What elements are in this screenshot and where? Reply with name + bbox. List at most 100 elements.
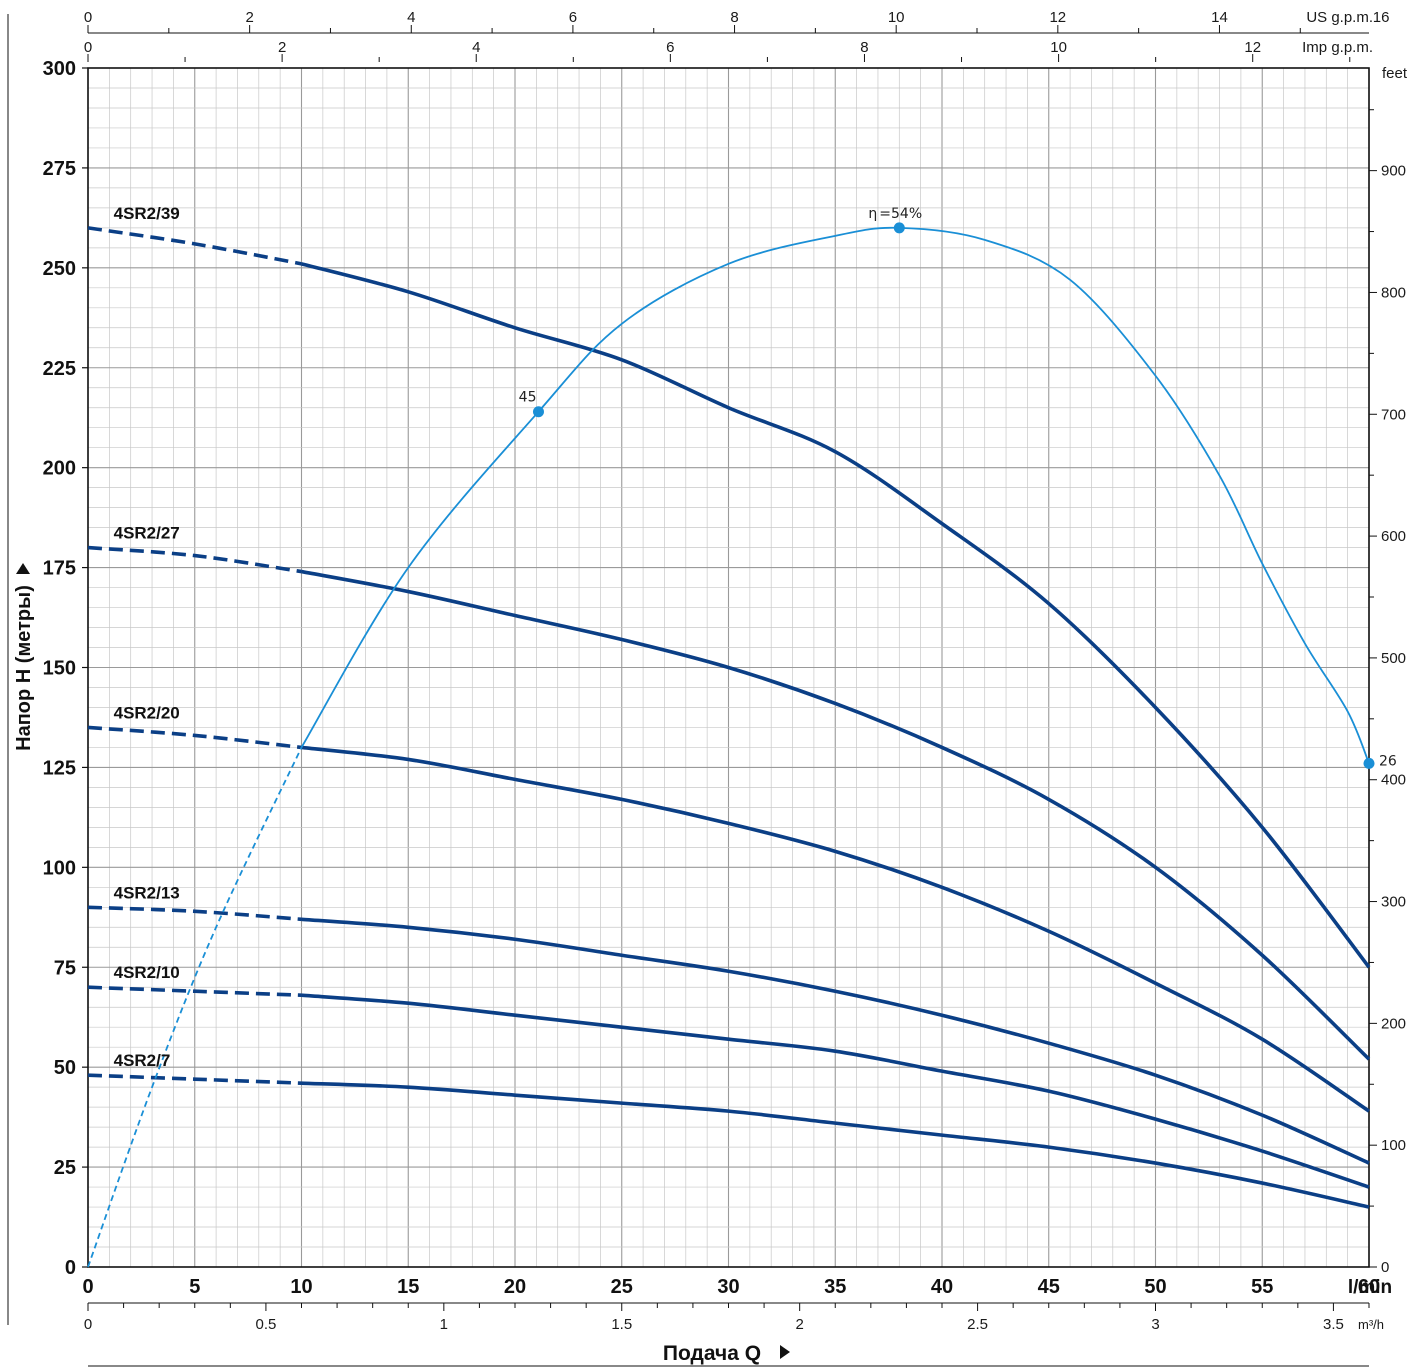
m3h-tick-label: 2: [795, 1316, 803, 1333]
x-tick-label: 20: [504, 1276, 526, 1298]
efficiency-eta-symbol: η: [868, 206, 877, 222]
efficiency-point-label: =54%: [879, 206, 922, 222]
feet-tick-label: 300: [1381, 894, 1406, 911]
y-tick-label: 100: [43, 857, 76, 879]
efficiency-point: [893, 222, 905, 234]
series-line: [301, 262, 1371, 969]
y-tick-label: 300: [43, 58, 76, 80]
feet-tick-label: 100: [1381, 1137, 1406, 1154]
m3h-tick-label: 2.5: [967, 1316, 988, 1333]
series-line: [301, 569, 1371, 1061]
feet-tick-label: 900: [1381, 163, 1406, 180]
us-gpm-unit-label: US g.p.m.: [1306, 9, 1373, 26]
m3h-tick-label: 3.5: [1323, 1316, 1344, 1333]
efficiency-curve-group: 45 η =54% 26: [87, 206, 1397, 1268]
imp-gpm-tick-label: 12: [1244, 39, 1261, 56]
m3h-unit-label: m³/h: [1358, 1317, 1384, 1332]
series-4sr2-13: [87, 905, 1370, 1165]
m3h-tick-label: 0.5: [255, 1316, 276, 1333]
us-gpm-tick-label: 4: [407, 9, 415, 26]
x-tick-label: 55: [1251, 1276, 1273, 1298]
efficiency-curve-dashed: [87, 747, 303, 1268]
feet-tick-label: 700: [1381, 406, 1406, 423]
imp-gpm-tick-label: 4: [472, 39, 480, 56]
series-line-dashed: [87, 725, 302, 750]
us-gpm-tick-label: 16: [1373, 9, 1390, 26]
series-line-dashed: [87, 905, 302, 922]
us-gpm-tick-label: 10: [888, 9, 905, 26]
imp-gpm-tick-label: 6: [666, 39, 674, 56]
series-4sr2-27: [87, 545, 1371, 1061]
us-gpm-tick-label: 12: [1049, 9, 1066, 26]
x-tick-label: 25: [611, 1276, 633, 1298]
labels: 4SR2/39 4SR2/27 4SR2/20 4SR2/13 4SR2/10 4SR2/…: [114, 204, 180, 1070]
x-tick-label: 35: [824, 1276, 846, 1298]
series-line: [301, 993, 1370, 1189]
efficiency-point-label: 26: [1379, 753, 1397, 769]
us-gpm-tick-label: 14: [1211, 9, 1228, 26]
series-4sr2-10: [87, 985, 1370, 1189]
y-tick-label: 75: [54, 957, 76, 979]
y-tick-label: 25: [54, 1157, 76, 1179]
feet-unit-label: feet: [1382, 65, 1408, 82]
y-tick-label: 0: [65, 1257, 76, 1279]
x-axis-arrow-icon: [780, 1345, 790, 1359]
x-tick-label: 15: [397, 1276, 419, 1298]
m3h-tick-label: 3: [1151, 1316, 1159, 1333]
series-label: 4SR2/27: [114, 524, 180, 543]
efficiency-curve: [300, 226, 1370, 764]
x-tick-label: 40: [931, 1276, 953, 1298]
series-line-dashed: [87, 985, 302, 998]
y-tick-label: 50: [54, 1057, 76, 1079]
m3h-tick-label: 1: [440, 1316, 448, 1333]
x-tick-label: 10: [290, 1276, 312, 1298]
series-label: 4SR2/39: [114, 204, 180, 223]
us-gpm-tick-label: 8: [730, 9, 738, 26]
x-tick-label: 60: [1358, 1276, 1380, 1298]
series-4sr2-20: [87, 725, 1371, 1113]
y-tick-label: 125: [43, 757, 76, 779]
x-tick-label: 50: [1144, 1276, 1166, 1298]
x-tick-label: 45: [1038, 1276, 1060, 1298]
imp-gpm-tick-label: 8: [860, 39, 868, 56]
x-axis-title: Подача Q: [663, 1342, 761, 1365]
feet-tick-label: 400: [1381, 772, 1406, 789]
series-line: [301, 917, 1370, 1165]
y-tick-label: 175: [43, 558, 76, 580]
x-tick-label: 30: [717, 1276, 739, 1298]
feet-tick-label: 600: [1381, 528, 1406, 545]
series-4sr2-7: [87, 1073, 1370, 1209]
series-line: [301, 1081, 1370, 1209]
imp-gpm-tick-label: 0: [84, 39, 92, 56]
us-gpm-tick-label: 2: [245, 9, 253, 26]
series-line-dashed: [87, 1073, 302, 1085]
series-line: [301, 745, 1371, 1113]
y-axis-title: Напор H (метры): [13, 585, 35, 751]
y-axis-arrow-icon: [16, 563, 30, 574]
x-tick-label: 0: [82, 1276, 93, 1298]
y-tick-label: 150: [43, 658, 76, 680]
us-gpm-tick-label: 6: [569, 9, 577, 26]
y-tick-label: 250: [43, 258, 76, 280]
imp-gpm-tick-label: 10: [1050, 39, 1067, 56]
x-unit-label: l/min: [1348, 1277, 1392, 1298]
series-label: 4SR2/7: [114, 1051, 171, 1070]
imp-gpm-tick-label: 2: [278, 39, 286, 56]
y-tick-label: 225: [43, 358, 76, 380]
y-tick-label: 275: [43, 158, 76, 180]
series-4sr2-39: [87, 226, 1371, 969]
imp-gpm-unit-label: Imp g.p.m.: [1302, 39, 1373, 56]
efficiency-point-label: 45: [519, 390, 537, 406]
feet-tick-label: 0: [1381, 1259, 1389, 1276]
m3h-tick-label: 0: [84, 1316, 92, 1333]
x-tick-label: 5: [189, 1276, 200, 1298]
efficiency-point: [1363, 757, 1375, 769]
feet-tick-label: 800: [1381, 284, 1406, 301]
series-label: 4SR2/10: [114, 963, 180, 982]
series-line-dashed: [87, 226, 302, 266]
series-label: 4SR2/13: [114, 883, 180, 902]
pump-curves: [87, 226, 1371, 1209]
series-line-dashed: [87, 545, 302, 574]
